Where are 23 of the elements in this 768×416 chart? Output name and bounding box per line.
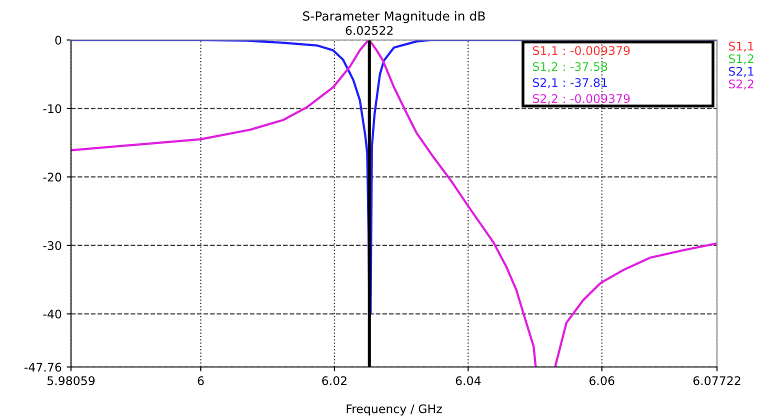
x-tick-label: 6.02 [322,376,346,386]
annotation: S1,2 : -37.58 [532,62,608,72]
ref-line-label: 6.02522 [346,26,393,35]
y-tick-label: -40 [43,310,62,319]
annotation: S2,2 : -0.009379 [532,94,630,104]
y-tick-label: 0 [55,36,62,45]
x-tick-label: 6.06 [590,376,614,386]
legend-label: S1,1 [728,42,754,52]
annotation: S2,1 : -37.81 [532,78,607,88]
x-axis-title: Frequency / GHz [346,404,442,416]
y-tick-label: -10 [43,104,62,114]
x-tick-label: 5.98059 [48,376,95,386]
legend-label: S1,2 [728,54,754,64]
text: S2,2 [728,79,754,90]
chart-title: S-Parameter Magnitude in dB [303,11,485,24]
y-tick-label: -30 [43,241,62,250]
x-tick-label: 6.07722 [693,376,740,386]
x-tick-label: 6.04 [456,376,481,386]
text: S2,1 [728,66,754,78]
x-tick-label: 6 [198,376,204,386]
y-tick-label: -47.76 [24,362,62,372]
annotation: S1,1 : -0.009379 [532,46,630,56]
y-tick-label: -20 [43,172,62,182]
